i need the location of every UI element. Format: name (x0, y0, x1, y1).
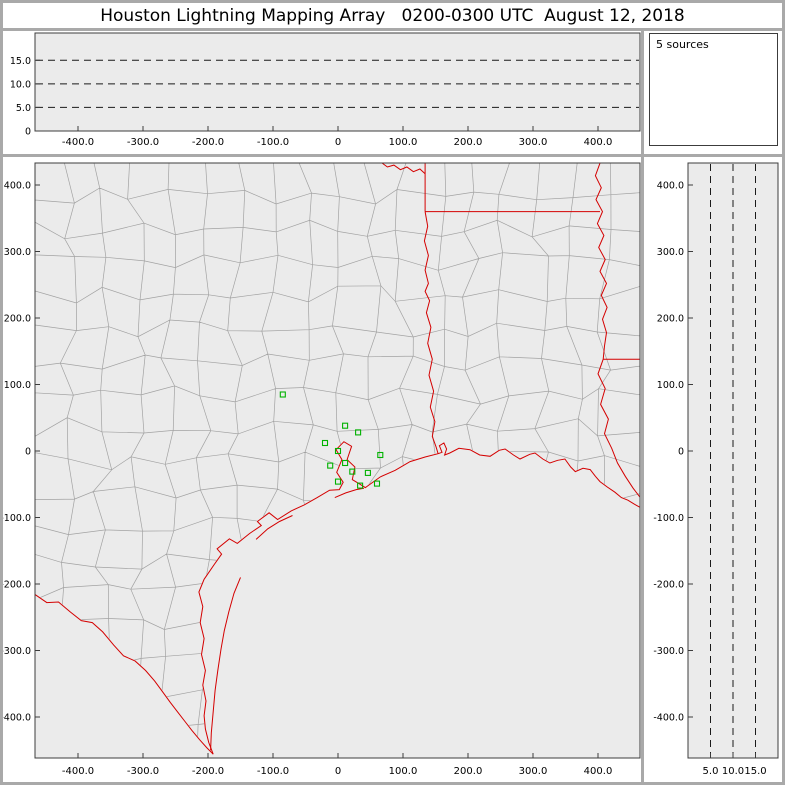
y-tick-label: 0 (25, 127, 31, 138)
barrier-island (255, 515, 293, 540)
x-tick-label: -300.0 (127, 137, 159, 148)
lma-station-marker (349, 468, 356, 475)
x-tick-label: -400.0 (62, 137, 94, 148)
lma-station-marker (342, 459, 349, 467)
x-tick-label: 100.0 (389, 766, 418, 777)
x-tick-label: -200.0 (192, 766, 224, 777)
y-tick-label: 5.0 (16, 103, 31, 114)
source-count-panel: 5 sources (649, 33, 778, 146)
lma-station-marker (357, 482, 364, 489)
y-tick-label: -400.0 (653, 713, 684, 724)
y-tick-label: 15.0 (10, 56, 31, 67)
x-tick-label: -100.0 (257, 766, 289, 777)
y-tick-label: -100.0 (0, 513, 31, 524)
y-tick-label: 400.0 (4, 181, 31, 192)
separator (641, 28, 644, 782)
y-tick-label: 10.0 (10, 79, 31, 90)
x-tick-label: 0 (335, 766, 341, 777)
plot-area (35, 33, 640, 131)
y-tick-label: 200.0 (4, 314, 31, 325)
y-tick-label: -100.0 (653, 513, 684, 524)
x-tick-label: 300.0 (519, 137, 548, 148)
x-tick-label: 300.0 (519, 766, 548, 777)
y-tick-label: -400.0 (0, 713, 31, 724)
lma-station-marker (327, 462, 334, 469)
state-border (597, 359, 640, 498)
altitude-ns-panel: -400.0 -300.0 -200.0 -100.0 0 100.0 200.0 300.0… (653, 162, 779, 777)
page-title: Houston Lightning Mapping Array 0200-030… (100, 5, 685, 26)
separator (0, 154, 785, 157)
x-tick-label: 15.0 (744, 766, 766, 777)
lma-station-marker (342, 422, 349, 429)
y-tick-label: -300.0 (653, 646, 684, 657)
y-tick-label: 0 (25, 447, 31, 458)
lma-station-marker (377, 451, 384, 459)
y-tick-label: 100.0 (4, 380, 31, 391)
lma-station-marker (321, 439, 329, 447)
state-border (423, 211, 439, 454)
lma-station-marker (279, 391, 286, 398)
barrier-island (334, 487, 365, 499)
x-tick-label: 400.0 (584, 137, 613, 148)
x-tick-label: -100.0 (257, 137, 289, 148)
rio-grande-border (35, 594, 214, 755)
y-tick-label: 200.0 (657, 314, 684, 325)
y-tick-label: 300.0 (657, 247, 684, 258)
plan-view-map-panel: -400.0 -400.0 -300.0 -300.0 -200.0 -200.0 -100… (0, 162, 641, 777)
state-border (381, 163, 426, 175)
separator (0, 28, 785, 31)
y-tick-label: 0 (678, 447, 684, 458)
y-tick-label: -200.0 (0, 580, 31, 591)
x-tick-label: 5.0 (703, 766, 719, 777)
y-tick-label: -200.0 (653, 580, 684, 591)
y-tick-label: 400.0 (657, 181, 684, 192)
y-tick-label: 300.0 (4, 247, 31, 258)
altitude-ew-panel: -400.0 -300.0 -200.0 -100.0 0 100.0 200.0 300.0… (10, 32, 641, 148)
state-border (594, 163, 608, 360)
barrier-island (210, 577, 241, 751)
x-tick-label: 10.0 (722, 766, 744, 777)
lma-station-marker (334, 478, 342, 485)
y-tick-label: 100.0 (657, 380, 684, 391)
x-tick-label: 200.0 (454, 137, 483, 148)
lma-station-marker (364, 469, 371, 476)
x-tick-label: 0 (335, 137, 341, 148)
lma-station-marker (334, 447, 342, 455)
y-tick-label: -300.0 (0, 646, 31, 657)
map-layers (35, 163, 640, 758)
x-tick-label: 400.0 (584, 766, 613, 777)
x-tick-label: -300.0 (127, 766, 159, 777)
lma-station-marker (355, 429, 362, 436)
x-tick-label: 200.0 (454, 766, 483, 777)
lma-station-marker (373, 480, 381, 487)
x-tick-label: 100.0 (389, 137, 418, 148)
x-tick-label: -400.0 (62, 766, 94, 777)
x-tick-label: -200.0 (192, 137, 224, 148)
source-count-label: 5 sources (656, 38, 709, 51)
